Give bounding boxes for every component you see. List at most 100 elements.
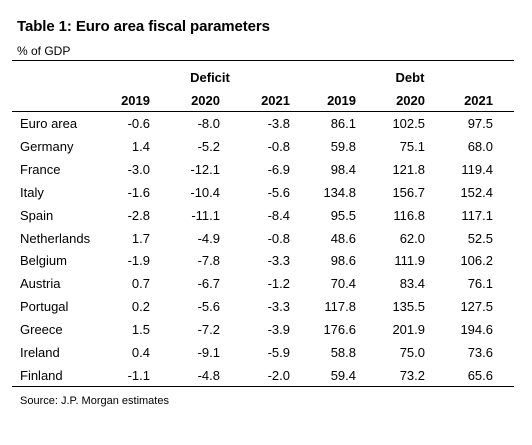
table-cell: 83.4	[399, 276, 425, 292]
table-cell: -3.0	[127, 161, 150, 177]
table-cell: -3.3	[267, 299, 290, 315]
table-row: Portugal 0.2 -5.6 -3.3 117.8 135.5 127.5	[0, 299, 532, 322]
table-cell: -6.7	[197, 276, 220, 292]
table-cell: -7.8	[197, 253, 220, 269]
table-row: Spain -2.8 -11.1 -8.4 95.5 116.8 117.1	[0, 208, 532, 231]
row-country-label: Austria	[20, 276, 61, 292]
table-cell: -6.9	[267, 161, 290, 177]
table-cell: 201.9	[392, 322, 425, 338]
table-cell: 65.6	[467, 367, 493, 383]
table-cell: -5.6	[197, 299, 220, 315]
row-country-label: Germany	[20, 138, 74, 154]
table-cell: -4.9	[197, 230, 220, 246]
table-cell: -5.2	[197, 138, 220, 154]
top-rule	[12, 60, 514, 61]
table-cell: 95.5	[330, 207, 356, 223]
table-cell: -3.8	[267, 116, 290, 131]
table-cell: -1.1	[127, 367, 150, 383]
table-cell: -2.8	[127, 207, 150, 223]
table-cell: -1.2	[267, 276, 290, 292]
table-cell: 52.5	[467, 230, 493, 246]
table-cell: 116.8	[393, 207, 425, 223]
table-row: Belgium -1.9 -7.8 -3.3 98.6 111.9 106.2	[0, 253, 532, 276]
table-cell: 117.8	[324, 299, 356, 315]
row-country-label: Spain	[20, 207, 54, 223]
row-country-label: Ireland	[20, 345, 60, 360]
table-title: Table 1: Euro area fiscal parameters	[17, 18, 270, 35]
table-cell: 73.2	[399, 367, 425, 383]
table-cell: -11.1	[191, 207, 220, 223]
table-cell: 58.8	[330, 345, 356, 360]
table-cell: 135.5	[392, 299, 425, 315]
table-row: France -3.0 -12.1 -6.9 98.4 121.8 119.4	[0, 162, 532, 185]
table-cell: 1.5	[131, 322, 150, 338]
table-cell: 76.1	[467, 276, 493, 292]
table-cell: -0.8	[267, 230, 290, 246]
table-cell: -12.1	[190, 161, 220, 177]
table-cell: 59.8	[330, 138, 356, 154]
row-country-label: Finland	[20, 367, 63, 383]
table-cell: -10.4	[190, 184, 220, 200]
table-cell: -8.4	[267, 207, 290, 223]
table-row: Italy -1.6 -10.4 -5.6 134.8 156.7 152.4	[0, 185, 532, 208]
table-row: Greece 1.5 -7.2 -3.9 176.6 201.9 194.6	[0, 322, 532, 345]
table-cell: 62.0	[399, 230, 425, 246]
table-row: Finland -1.1 -4.8 -2.0 59.4 73.2 65.6	[0, 368, 532, 391]
table-cell: 68.0	[467, 138, 493, 154]
table-cell: 119.4	[461, 161, 493, 177]
table-cell: -4.8	[197, 367, 220, 383]
row-country-label: Italy	[20, 184, 44, 200]
table-row: Netherlands 1.7 -4.9 -0.8 48.6 62.0 52.5	[0, 231, 532, 254]
table-cell: 75.0	[399, 345, 425, 360]
table-cell: 98.6	[330, 253, 356, 269]
table-cell: -0.8	[267, 138, 290, 154]
table-cell: 86.1	[330, 116, 356, 131]
year-header-debt-2020: 2020	[396, 93, 425, 108]
table-cell: -7.2	[197, 322, 220, 338]
table-cell: 111.9	[394, 253, 425, 269]
table-cell: 0.4	[131, 345, 150, 360]
table-cell: 98.4	[330, 161, 356, 177]
table-cell: 75.1	[399, 138, 425, 154]
table-cell: 0.2	[131, 299, 150, 315]
table-cell: 73.6	[467, 345, 493, 360]
table-cell: -9.1	[197, 345, 220, 360]
row-country-label: France	[20, 161, 61, 177]
table-cell: -5.6	[267, 184, 290, 200]
table-subtitle: % of GDP	[17, 44, 71, 58]
row-country-label: Netherlands	[20, 230, 91, 246]
table-cell: -2.0	[267, 367, 290, 383]
table-cell: -5.9	[267, 345, 290, 360]
year-header-debt-2021: 2021	[464, 93, 493, 108]
table-cell: 194.6	[460, 322, 493, 338]
table-cell: 1.4	[131, 138, 150, 154]
year-header-deficit-2021: 2021	[261, 93, 290, 108]
year-header-debt-2019: 2019	[327, 93, 356, 108]
bottom-rule	[12, 386, 514, 387]
table-cell: 152.4	[460, 184, 493, 200]
table-cell: -1.9	[127, 253, 150, 269]
table-cell: -0.6	[127, 116, 150, 131]
table-cell: 0.7	[131, 276, 150, 292]
table-cell: 97.5	[467, 116, 493, 131]
table-row: Euro area -0.6 -8.0 -3.8 86.1 102.5 97.5	[0, 116, 532, 139]
table-row: Ireland 0.4 -9.1 -5.9 58.8 75.0 73.6	[0, 345, 532, 368]
table-cell: 106.2	[460, 253, 493, 269]
table-cell: 121.8	[392, 161, 425, 177]
year-header-deficit-2019: 2019	[121, 93, 150, 108]
table-cell: -3.3	[267, 253, 290, 269]
year-header-deficit-2020: 2020	[191, 93, 220, 108]
row-country-label: Greece	[20, 322, 63, 338]
table-cell: 176.6	[323, 322, 356, 338]
table-cell: 59.4	[330, 367, 356, 383]
table-cell: -8.0	[197, 116, 220, 131]
table-cell: 156.7	[392, 184, 425, 200]
row-country-label: Euro area	[20, 116, 78, 131]
header-rule	[12, 111, 514, 112]
table-cell: -1.6	[127, 184, 150, 200]
row-country-label: Portugal	[20, 299, 69, 315]
table-cell: 117.1	[461, 207, 493, 223]
table-cell: 134.8	[323, 184, 356, 200]
table-cell: 48.6	[330, 230, 356, 246]
